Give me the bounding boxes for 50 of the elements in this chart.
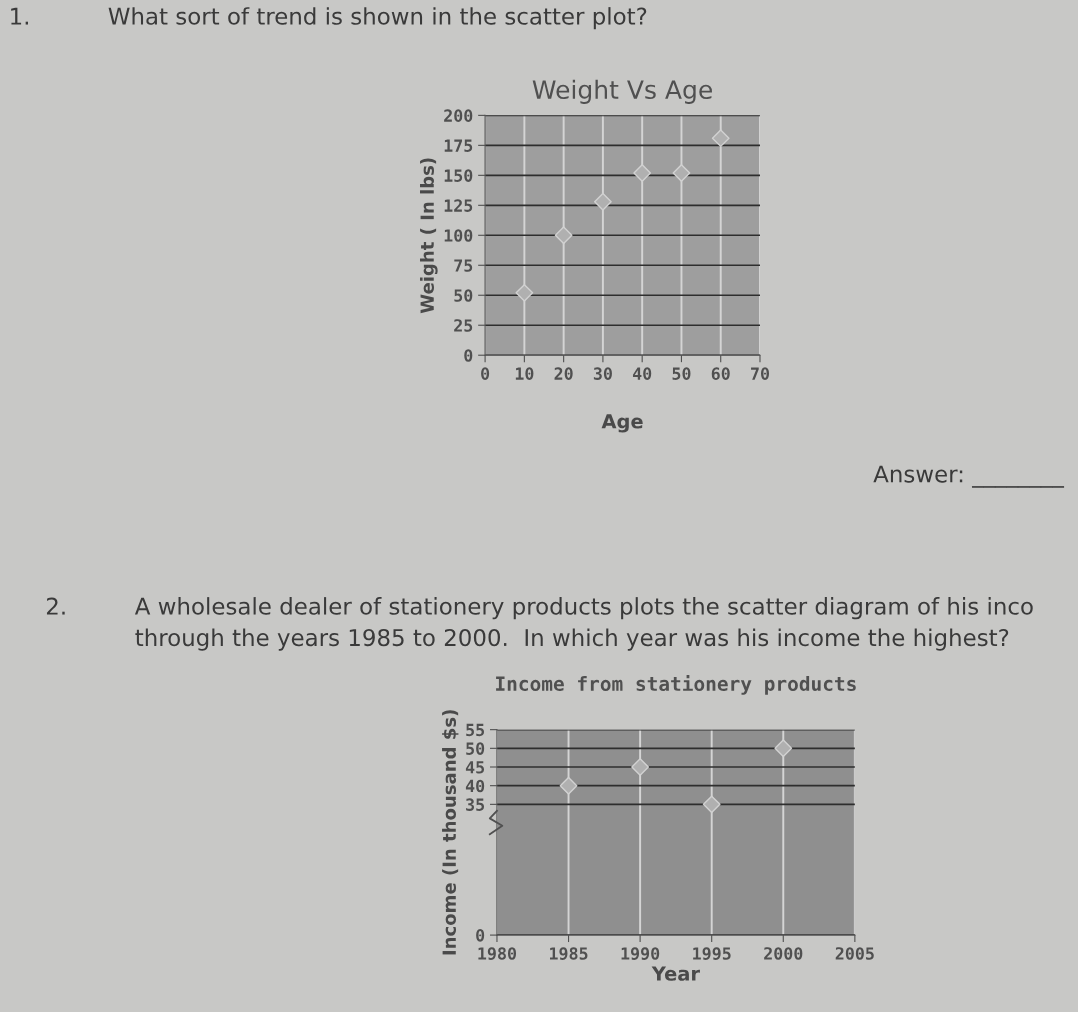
point: [631, 758, 650, 776]
y-tick-label: 40: [465, 779, 485, 793]
text: through the years 1985 to 2000. In which year was his income the highest?: [135, 628, 1009, 651]
y-tick-label: 50: [466, 742, 485, 755]
y-tick-label: 25: [454, 319, 473, 332]
point: [515, 283, 534, 302]
point: [554, 226, 573, 245]
point: [702, 795, 721, 814]
y-tick-label: 150: [444, 169, 473, 182]
y-tick-label: 45: [465, 761, 485, 774]
chart-title: Weight Vs Age: [532, 79, 712, 104]
y-tick-label: 55: [466, 723, 485, 737]
x-tick-label: 10: [515, 367, 534, 380]
y-tick-label: 175: [444, 139, 473, 152]
x-tick-label: 1985: [550, 947, 588, 960]
x-tick-label: 20: [554, 367, 573, 380]
y-axis-title: Income (In thousand $s): [442, 710, 459, 955]
x-tick-label: 1995: [693, 947, 731, 960]
x-tick-label: 50: [672, 367, 691, 380]
y-tick-label: 125: [444, 199, 473, 212]
point: [633, 164, 652, 182]
x-tick-label: 2000: [764, 947, 803, 960]
text: Answer: ________: [873, 465, 1065, 488]
x-axis-title: Age: [601, 414, 643, 433]
y-tick-label: 200: [444, 109, 473, 122]
x-tick-label: 2005: [835, 947, 874, 960]
y-tick-label: 100: [444, 229, 473, 242]
x-tick-label: 60: [711, 367, 730, 380]
point: [774, 739, 793, 758]
text: 1.: [11, 7, 29, 25]
x-tick-label: 1990: [621, 947, 660, 960]
y-tick-label: 0: [476, 929, 485, 942]
text: 2.: [46, 597, 65, 615]
x-axis-title: Year: [651, 966, 700, 981]
y-tick-label: 75: [454, 259, 473, 272]
text: A wholesale dealer of stationery products plots the scatter diagram of his inco: [134, 597, 1033, 620]
chart-title: Income from stationery products: [496, 674, 856, 695]
y-tick-label: 50: [454, 289, 473, 302]
point: [559, 776, 578, 795]
y-tick-label: 0: [464, 349, 473, 362]
x-tick-label: 70: [751, 367, 770, 380]
x-tick-label: 30: [593, 367, 612, 380]
point: [593, 192, 612, 211]
text: What sort of trend is shown in the scatter plot?: [108, 7, 647, 30]
x-tick-label: 40: [632, 367, 652, 380]
y-axis-title: Weight ( In lbs): [420, 158, 438, 314]
point: [672, 164, 691, 182]
point: [711, 129, 730, 148]
y-tick-label: 35: [466, 798, 485, 811]
x-tick-label: 1980: [478, 947, 517, 960]
